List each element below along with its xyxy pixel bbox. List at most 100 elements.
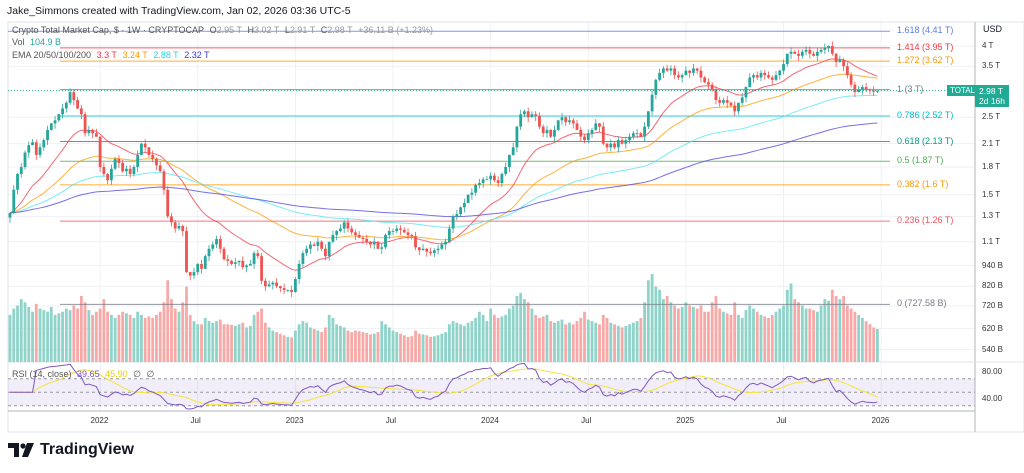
volume-bar	[79, 296, 83, 362]
candle-body	[72, 92, 76, 101]
candle-body	[275, 282, 279, 287]
volume-bar	[519, 292, 523, 362]
candle-body	[459, 207, 462, 215]
candle-body	[594, 123, 598, 130]
volume-bar	[646, 280, 650, 362]
volume-bar	[500, 316, 504, 362]
volume-bar	[804, 308, 808, 362]
volume-bar	[181, 302, 185, 362]
candle-body	[797, 53, 800, 56]
volume-bar	[462, 325, 466, 362]
volume-bar	[793, 299, 797, 362]
volume-bar	[635, 321, 639, 362]
volume-bar	[241, 322, 245, 362]
volume-bar	[673, 305, 677, 362]
candle-body	[699, 70, 703, 78]
candle-body	[290, 289, 294, 292]
time-tick-label: Jul	[581, 416, 592, 425]
volume-bar	[106, 311, 110, 362]
candle-body	[297, 263, 301, 280]
volume-bar	[661, 299, 665, 362]
price-tick-label: 2.5 T	[982, 112, 1001, 122]
volume-bar	[222, 324, 226, 362]
candle-body	[534, 114, 538, 117]
price-tick-label: 1.1 T	[982, 236, 1001, 246]
candle-body	[845, 66, 849, 76]
volume-bar	[369, 334, 372, 362]
candle-body	[147, 147, 151, 155]
volume-bar	[173, 308, 177, 362]
fib-level-label: 0.236 (1.26 T)	[897, 215, 954, 226]
candle-body	[53, 120, 57, 124]
candle-body	[211, 244, 215, 249]
candle-body	[658, 72, 662, 80]
volume-bar	[868, 324, 872, 362]
candle-body	[688, 70, 692, 73]
volume-bar	[297, 324, 301, 362]
candle-body	[541, 126, 545, 134]
volume-bar	[414, 330, 417, 362]
candle-body	[312, 244, 316, 246]
price-tick-label: 940 B	[982, 260, 1003, 270]
candle-body	[571, 120, 575, 124]
volume-bar	[399, 333, 402, 362]
tradingview-logo[interactable]: TradingView	[8, 441, 134, 459]
candle-body	[316, 241, 320, 246]
volume-bar	[774, 311, 778, 362]
candle-body	[125, 168, 128, 172]
fib-level-label: 1.272 (3.62 T)	[897, 55, 954, 66]
volume-bar	[714, 296, 718, 362]
candle-body	[19, 167, 23, 174]
candle-body	[703, 77, 707, 83]
candle-body	[613, 143, 616, 148]
candle-body	[76, 100, 79, 109]
candle-body	[64, 102, 68, 109]
time-tick-label: 2024	[481, 416, 499, 425]
candle-body	[170, 216, 173, 223]
rsi-line	[10, 362, 878, 410]
price-tick-label: 3.5 T	[982, 61, 1001, 71]
candle-body	[286, 289, 290, 291]
candle-body	[49, 123, 53, 130]
candle-body	[586, 133, 590, 141]
volume-bar	[733, 302, 737, 362]
volume-bar	[752, 308, 755, 362]
volume-bar	[785, 289, 789, 362]
volume-bar	[177, 311, 181, 362]
candle-body	[680, 75, 684, 78]
candle-body	[462, 203, 466, 208]
volume-bar	[72, 305, 76, 362]
volume-bar	[147, 316, 151, 362]
volume-bar	[624, 325, 628, 362]
volume-bar	[132, 318, 136, 362]
candle-body	[451, 216, 455, 229]
volume-bar	[125, 313, 128, 362]
volume-bar	[526, 302, 530, 362]
last-price-badge: 2.98 T 2d 16h	[975, 85, 1009, 107]
candle-body	[778, 70, 782, 76]
volume-bar	[496, 318, 500, 362]
volume-bar	[583, 311, 586, 362]
candle-body	[354, 232, 357, 235]
symbol-title[interactable]: Crypto Total Market Cap, $ · 1W · CRYPTO…	[12, 25, 205, 35]
low-value: 2.91 T	[289, 25, 316, 35]
currency-label[interactable]: USD	[983, 24, 1003, 34]
volume-bar	[293, 330, 297, 362]
candle-body	[654, 79, 658, 95]
hidden-plot-icon: ∅	[133, 369, 141, 379]
volume-bar	[650, 274, 654, 362]
volume-bar	[162, 302, 166, 362]
candle-body	[188, 272, 192, 276]
volume-bar	[339, 325, 342, 362]
fib-level-label: 1.414 (3.95 T)	[897, 41, 954, 52]
candle-body	[305, 248, 309, 254]
candle-body	[560, 117, 564, 121]
volume-bar	[440, 333, 444, 362]
candle-body	[293, 279, 297, 292]
candle-body	[248, 263, 252, 266]
volume-bar	[849, 308, 853, 362]
candle-body	[609, 143, 613, 148]
candle-body	[545, 129, 549, 134]
price-tick-label: 720 B	[982, 300, 1003, 310]
